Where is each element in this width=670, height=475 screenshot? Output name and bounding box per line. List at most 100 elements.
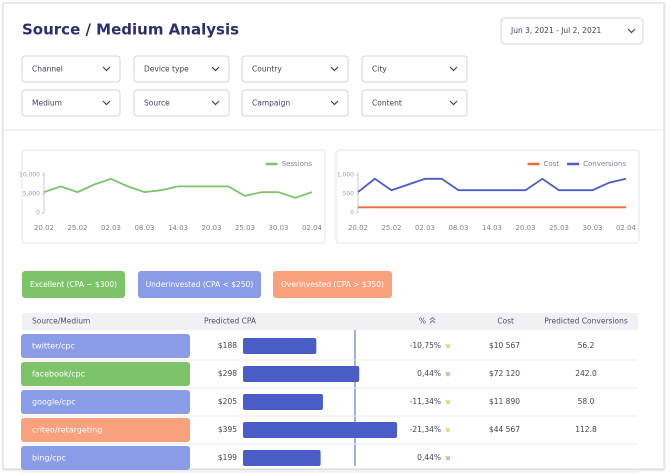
filter-dropdown[interactable]	[241, 89, 349, 117]
trend-icon	[445, 399, 451, 405]
x-tick-label: 14.03	[482, 224, 502, 232]
filter-label[interactable]: Channel	[32, 65, 63, 74]
trend-icon	[445, 427, 451, 433]
trend-icon	[445, 371, 451, 377]
chevron	[102, 66, 111, 72]
column-header: %	[419, 317, 426, 326]
segment-button[interactable]	[22, 271, 125, 298]
x-tick-label: 25.03	[549, 224, 569, 232]
conversions-label: 112.8	[575, 425, 597, 434]
source-label: criteo/retargeting	[32, 426, 102, 435]
cpa-label: $188	[218, 341, 237, 350]
date-range[interactable]: Jun 3, 2021 - Jul 2, 2021	[510, 26, 601, 35]
y-tick-label: 0	[350, 210, 354, 217]
x-tick-label: 02.04	[616, 224, 637, 232]
series-line	[357, 177, 627, 193]
x-tick-label: 08.03	[448, 224, 468, 232]
page-title: Source / Medium Analysis	[22, 21, 239, 39]
y-tick-label: 5,000	[23, 191, 40, 198]
source-label: facebook/cpc	[32, 370, 85, 379]
x-tick-label: 08.03	[134, 224, 154, 232]
chevron	[330, 66, 339, 72]
cpa-bar	[243, 394, 323, 410]
x-tick-label: 25.02	[381, 224, 401, 232]
cpa-label: $205	[218, 397, 237, 406]
cpa-bar	[243, 450, 321, 466]
chevron	[330, 100, 339, 106]
change-label: 0,44%	[417, 369, 441, 378]
filter-dropdown[interactable]	[361, 55, 468, 83]
x-tick-label: 20.03	[515, 224, 535, 232]
source-label: twitter/cpc	[32, 342, 75, 351]
cost-label: $11 890	[489, 397, 520, 406]
table-header	[22, 313, 638, 330]
segment-button[interactable]	[138, 271, 261, 298]
chevron	[211, 66, 220, 72]
chevron	[211, 100, 220, 106]
x-tick-label: 02.03	[415, 224, 435, 232]
x-tick-label: 02.04	[302, 224, 323, 232]
cost-label: $44 567	[489, 425, 520, 434]
source-label: bing/cpc	[32, 454, 66, 463]
x-tick-label: 20.03	[201, 224, 221, 232]
legend-label: Sessions	[282, 160, 313, 168]
conversions-label: 58.0	[578, 397, 595, 406]
date-picker[interactable]	[500, 17, 644, 45]
filter-dropdown[interactable]	[361, 89, 468, 117]
x-tick-label: 30.03	[582, 224, 602, 232]
cost-label: $72 120	[489, 369, 520, 378]
y-tick-label: 500	[343, 191, 355, 198]
column-header: Predicted Conversions	[544, 317, 628, 326]
y-tick-label: 10,000	[19, 172, 40, 179]
source-pill	[21, 418, 190, 442]
x-tick-label: 25.02	[67, 224, 87, 232]
filter-label[interactable]: Content	[372, 99, 402, 108]
chart-card	[335, 149, 640, 244]
y-tick-label: 0	[36, 210, 40, 217]
filter-label[interactable]: Source	[144, 99, 170, 108]
legend-label: Conversions	[583, 160, 626, 168]
cost-label: $10 567	[489, 341, 520, 350]
chevron	[449, 66, 458, 72]
change-label: -10,75%	[410, 341, 441, 350]
cpa-label: $199	[218, 453, 237, 462]
filter-label[interactable]: Device type	[144, 65, 189, 74]
x-tick-label: 02.03	[101, 224, 121, 232]
y-tick-label: 1,000	[337, 172, 354, 179]
chart-card	[21, 149, 326, 244]
filter-label[interactable]: City	[372, 65, 387, 74]
chevron	[449, 100, 458, 106]
cpa-label: $395	[218, 425, 237, 434]
cpa-bar	[243, 422, 398, 438]
conversions-label: 56.2	[578, 341, 595, 350]
sort-icon	[429, 316, 436, 324]
filter-dropdown[interactable]	[241, 55, 349, 83]
filter-label[interactable]: Country	[252, 65, 282, 74]
source-pill	[21, 362, 190, 386]
source-pill	[21, 446, 190, 470]
series-line	[43, 177, 313, 199]
segment-label[interactable]: Excellent (CPA ~ $300)	[30, 280, 117, 289]
filter-dropdown[interactable]	[21, 89, 121, 117]
filter-dropdown[interactable]	[133, 89, 230, 117]
filter-label[interactable]: Campaign	[252, 99, 290, 108]
segment-button[interactable]	[273, 271, 392, 298]
segment-label[interactable]: Overinvested (CPA > $350)	[281, 280, 384, 289]
x-tick-label: 20.02	[34, 224, 54, 232]
cpa-bar	[243, 366, 360, 382]
column-header: Predicted CPA	[204, 317, 257, 326]
x-tick-label: 25.03	[235, 224, 255, 232]
filter-dropdown[interactable]	[133, 55, 230, 83]
cpa-label: $298	[218, 369, 237, 378]
change-label: 0,44%	[417, 453, 441, 462]
segment-label[interactable]: Underinvested (CPA < $250)	[146, 280, 254, 289]
source-pill	[21, 390, 190, 414]
column-header: Cost	[497, 317, 514, 326]
legend-label: Cost	[544, 160, 560, 168]
filter-label[interactable]: Medium	[32, 99, 62, 108]
trend-icon	[445, 455, 451, 461]
filter-dropdown[interactable]	[21, 55, 121, 83]
source-pill	[21, 334, 190, 358]
chevron	[627, 28, 636, 34]
